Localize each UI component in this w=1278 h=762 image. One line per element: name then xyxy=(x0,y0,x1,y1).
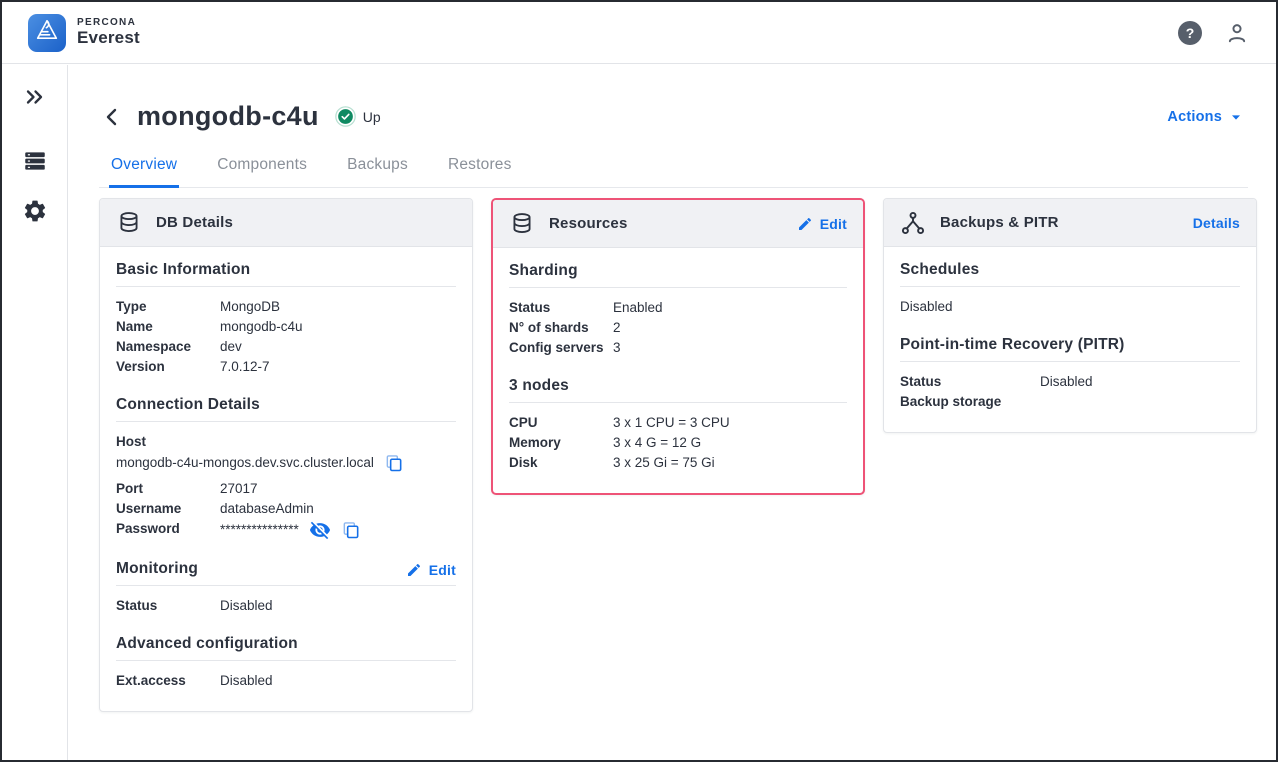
sidebar-item-databases[interactable] xyxy=(21,147,49,175)
help-icon[interactable]: ? xyxy=(1178,20,1202,45)
nodes-section: 3 nodes CPU 3 x 1 CPU = 3 CPU Memory 3 x… xyxy=(509,377,847,473)
row-type: Type MongoDB xyxy=(116,299,281,314)
resources-card-header: Resources Edit xyxy=(493,200,863,248)
status-up-icon xyxy=(334,106,356,127)
pencil-icon xyxy=(407,563,420,576)
host-value: mongodb-c4u-mongos.dev.svc.cluster.local xyxy=(116,455,374,470)
resources-card: Resources Edit Sharding xyxy=(491,198,865,495)
tab-bar: Overview Components Backups Restores xyxy=(99,156,1248,188)
back-button[interactable] xyxy=(99,104,125,130)
database-icon xyxy=(116,210,142,236)
connection-details-section: Connection Details Host mongodb-c4u-mong… xyxy=(116,396,456,541)
sharding-section: Sharding Status Enabled N° of shards 2 C… xyxy=(509,262,847,358)
status-badge: Up xyxy=(334,106,381,127)
percona-everest-logo[interactable] xyxy=(28,13,66,52)
connection-details-heading: Connection Details xyxy=(116,396,260,413)
nodes-heading: 3 nodes xyxy=(509,377,569,394)
sharding-heading: Sharding xyxy=(509,262,578,279)
edit-resources-button[interactable]: Edit xyxy=(797,216,847,232)
schedules-status: Disabled xyxy=(900,299,953,314)
row-version: Version 7.0.12-7 xyxy=(116,359,270,374)
caret-down-icon xyxy=(1232,114,1240,120)
edit-label: Edit xyxy=(428,562,456,578)
row-port: Port 27017 xyxy=(116,481,258,496)
monitoring-heading: Monitoring xyxy=(116,560,199,577)
row-disk: Disk 3 x 25 Gi = 75 Gi xyxy=(509,455,715,470)
row-namespace: Namespace dev xyxy=(116,339,242,354)
basic-information-section: Basic Information Type MongoDB Name mong… xyxy=(116,261,456,377)
row-shards: N° of shards 2 xyxy=(509,320,621,335)
actions-label: Actions xyxy=(1167,108,1222,125)
tab-components[interactable]: Components xyxy=(217,156,308,173)
tab-restores[interactable]: Restores xyxy=(447,156,512,173)
password-masked-value: *************** xyxy=(220,522,299,537)
tab-overview[interactable]: Overview xyxy=(109,156,180,188)
left-sidebar xyxy=(2,65,68,760)
row-password: Password *************** xyxy=(116,519,456,541)
copy-password-icon[interactable] xyxy=(341,520,361,540)
basic-information-heading: Basic Information xyxy=(116,261,251,278)
row-sharding-status: Status Enabled xyxy=(509,300,663,315)
schedules-section: Schedules Disabled xyxy=(900,261,1240,317)
row-cpu: CPU 3 x 1 CPU = 3 CPU xyxy=(509,415,730,430)
row-monitoring-status: Status Disabled xyxy=(116,598,273,613)
main-area: mongodb-c4u Up Actions xyxy=(69,65,1276,760)
brand-percona: PERCONA xyxy=(77,17,137,29)
pitr-section: Point-in-time Recovery (PITR) Status Dis… xyxy=(900,336,1240,412)
edit-label: Edit xyxy=(819,215,847,232)
page-title: mongodb-c4u xyxy=(137,101,319,131)
backups-card-title: Backups & PITR xyxy=(940,214,1059,231)
backups-card-header: Backups & PITR Details xyxy=(884,199,1256,247)
row-username: Username databaseAdmin xyxy=(116,501,314,516)
row-backup-storage: Backup storage xyxy=(900,394,1002,409)
row-host: mongodb-c4u-mongos.dev.svc.cluster.local xyxy=(116,452,456,474)
row-name: Name mongodb-c4u xyxy=(116,319,303,334)
sidebar-item-settings[interactable] xyxy=(21,197,49,225)
tab-backups[interactable]: Backups xyxy=(347,156,408,173)
row-pitr-status: Status Disabled xyxy=(900,374,1093,389)
mountain-logo-icon xyxy=(34,17,60,48)
database-icon xyxy=(509,211,535,237)
resources-card-title: Resources xyxy=(549,215,628,232)
row-config-servers: Config servers 3 xyxy=(509,340,621,355)
topology-branch-icon xyxy=(900,210,926,236)
brand-everest: Everest xyxy=(77,27,140,47)
monitoring-section: Monitoring Edit Status Disa xyxy=(116,560,456,616)
backups-pitr-card: Backups & PITR Details Schedules Disable… xyxy=(883,198,1257,433)
db-details-card: DB Details Basic Information Type MongoD… xyxy=(99,198,473,712)
host-label: Host xyxy=(116,434,146,449)
status-label: Up xyxy=(362,108,381,125)
schedules-heading: Schedules xyxy=(900,261,980,278)
edit-monitoring-button[interactable]: Edit xyxy=(406,562,456,578)
pencil-icon xyxy=(798,217,811,230)
row-ext-access: Ext.access Disabled xyxy=(116,673,273,688)
top-bar: PERCONA Everest ? xyxy=(2,2,1276,64)
pitr-heading: Point-in-time Recovery (PITR) xyxy=(900,336,1125,353)
advanced-configuration-section: Advanced configuration Ext.access Disabl… xyxy=(116,635,456,691)
copy-host-icon[interactable] xyxy=(384,453,404,473)
row-memory: Memory 3 x 4 G = 12 G xyxy=(509,435,702,450)
backups-details-link[interactable]: Details xyxy=(1192,214,1240,231)
advanced-configuration-heading: Advanced configuration xyxy=(116,635,298,652)
db-details-card-title: DB Details xyxy=(156,214,234,231)
expand-sidebar-icon[interactable] xyxy=(21,83,49,111)
user-profile-icon[interactable] xyxy=(1224,20,1250,46)
db-details-card-header: DB Details xyxy=(100,199,472,247)
brand-text: PERCONA Everest xyxy=(77,18,140,46)
page-header: mongodb-c4u Up Actions xyxy=(99,101,1248,132)
toggle-password-visibility-icon[interactable] xyxy=(309,519,331,541)
actions-button[interactable]: Actions xyxy=(1163,103,1248,131)
